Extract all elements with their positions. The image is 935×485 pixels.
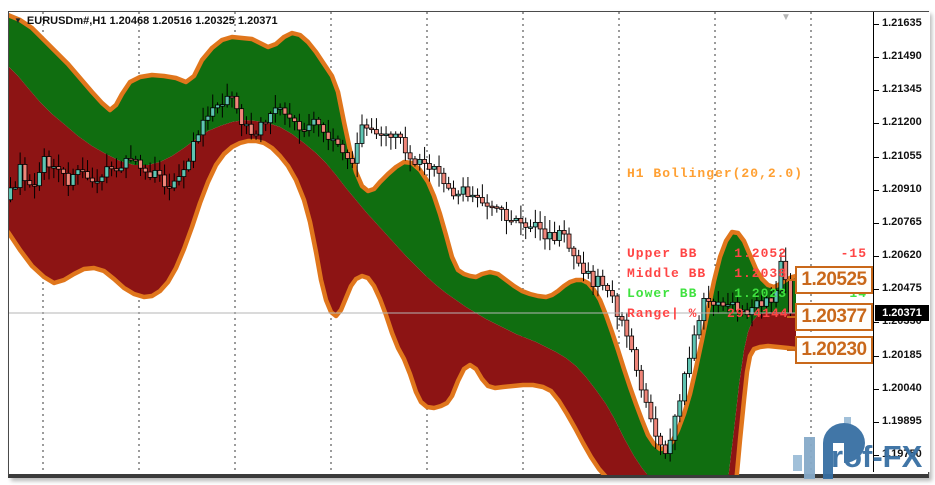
ind-label: Middle BB (627, 266, 707, 281)
watermark-text: rof-FX (831, 439, 923, 474)
bollinger-lower-line (9, 138, 799, 475)
axis-tick-label: 1.19750 (882, 447, 922, 460)
axis-tick (874, 454, 879, 456)
current-price-badge: 1.20371 (875, 305, 929, 321)
chart-title-text: EURUSDm#,H1 1.20468 1.20516 1.20325 1.20… (26, 15, 278, 27)
axis-tick-label: 1.21635 (882, 17, 922, 29)
bollinger-lower-half-fill (9, 67, 796, 475)
price-axis[interactable]: 1.20371 1.21635 1.21490 1.21345 1.21200 1.21… (873, 12, 930, 472)
watermark-stem-icon (823, 443, 833, 479)
axis-tick-label: 1.21200 (882, 116, 922, 129)
price-level-label: 1.20230 (795, 336, 873, 364)
axis-tick (874, 222, 879, 224)
axis-tick (874, 322, 879, 324)
price-level-label: 1.20377 (795, 303, 873, 331)
axis-tick (874, 90, 879, 92)
axis-tick (874, 355, 879, 357)
bollinger-indicator-panel: H1 Bollinger(20,2.0) Upper BB 1.2052 -15 Mi… (627, 124, 867, 324)
price-level-tick (787, 316, 795, 318)
axis-tick-label: 1.20910 (882, 182, 922, 195)
bollinger-upper-half-fill (9, 15, 796, 475)
axis-tick (874, 289, 879, 291)
symbol-dropdown-icon[interactable]: ▼ (14, 16, 22, 25)
axis-tick (874, 57, 879, 59)
axis-tick-label: 1.20475 (882, 282, 922, 295)
chart-title: ▼ EURUSDm#,H1 1.20468 1.20516 1.20325 1.2… (14, 14, 278, 29)
price-level-label: 1.20525 (795, 266, 873, 294)
axis-tick-label: 1.20765 (882, 215, 922, 228)
indicator-title-row: H1 Bollinger(20,2.0) (627, 164, 867, 184)
ind-value: 1.2052 (734, 246, 787, 261)
axis-tick (874, 24, 879, 25)
watermark-prof-fx: rof-FX (791, 417, 935, 481)
axis-tick-label: 1.21490 (882, 50, 922, 63)
candles (9, 83, 793, 462)
ind-value: 29.4144 (727, 306, 789, 321)
axis-tick-label: 1.21055 (882, 149, 922, 162)
axis-tick-label: 1.20620 (882, 249, 922, 262)
ind-label: Range| % (627, 306, 698, 321)
price-chart[interactable] (9, 12, 873, 475)
axis-tick (874, 189, 879, 191)
watermark-bar-icon (804, 437, 815, 479)
bollinger-upper-line (9, 12, 799, 452)
price-level-tick (787, 349, 795, 351)
ind-label: Lower BB (627, 286, 698, 301)
indicator-row: Lower BB1.202314 (627, 284, 867, 304)
ind-value: 1.2023 (734, 286, 787, 301)
autoscroll-marker-icon[interactable]: ▼ (781, 12, 791, 23)
indicator-title: H1 Bollinger(20,2.0) (627, 166, 804, 181)
watermark-bar-icon (793, 455, 802, 471)
axis-tick (874, 156, 879, 158)
axis-tick-label: 1.20040 (882, 381, 922, 394)
ind-value: 1.2038 (734, 266, 787, 281)
axis-tick (874, 123, 879, 125)
ind-label: Upper BB (627, 246, 698, 261)
mt4-chart-window[interactable]: ▼ EURUSDm#,H1 1.20468 1.20516 1.20325 1.2… (8, 11, 930, 478)
axis-tick (874, 256, 879, 258)
axis-tick-label: 1.19895 (882, 414, 922, 427)
axis-tick (874, 421, 879, 423)
axis-tick (874, 388, 879, 390)
axis-tick-label: 1.21345 (882, 83, 922, 96)
price-level-tick (787, 279, 795, 281)
indicator-row: Upper BB 1.2052 -15 (627, 244, 867, 264)
ind-delta: -15 (840, 246, 867, 261)
axis-tick-label: 1.20185 (882, 348, 922, 361)
